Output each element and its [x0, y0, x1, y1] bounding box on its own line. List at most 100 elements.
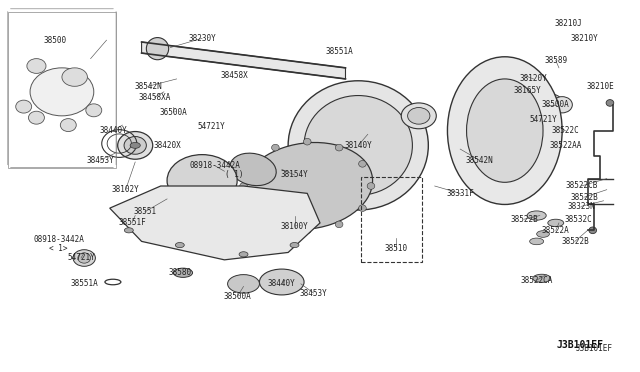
- Ellipse shape: [537, 231, 549, 237]
- Text: ( 1): ( 1): [225, 170, 243, 179]
- Ellipse shape: [401, 103, 436, 129]
- Polygon shape: [109, 186, 320, 260]
- Text: 38551F: 38551F: [118, 218, 146, 227]
- Ellipse shape: [303, 138, 311, 145]
- Ellipse shape: [493, 68, 529, 94]
- Text: 38154Y: 38154Y: [280, 170, 308, 179]
- Circle shape: [124, 228, 133, 233]
- Text: 38551A: 38551A: [70, 279, 98, 288]
- Text: 38551A: 38551A: [325, 47, 353, 56]
- Ellipse shape: [16, 100, 31, 113]
- Ellipse shape: [304, 96, 412, 195]
- Text: 38140Y: 38140Y: [344, 141, 372, 150]
- Text: 38458X: 38458X: [220, 71, 248, 80]
- Ellipse shape: [78, 253, 91, 263]
- Text: 38210Y: 38210Y: [571, 34, 598, 43]
- Text: 38120Y: 38120Y: [520, 74, 547, 83]
- Ellipse shape: [303, 227, 311, 234]
- Text: 38510: 38510: [385, 244, 408, 253]
- Ellipse shape: [511, 71, 537, 90]
- Ellipse shape: [30, 68, 94, 116]
- Ellipse shape: [552, 97, 572, 113]
- Ellipse shape: [242, 142, 372, 230]
- Text: 38100Y: 38100Y: [280, 222, 308, 231]
- Text: 38522C: 38522C: [552, 126, 579, 135]
- Text: 38420X: 38420X: [153, 141, 181, 150]
- Ellipse shape: [335, 144, 343, 151]
- Text: 38522B: 38522B: [510, 215, 538, 224]
- Text: 38440Y: 38440Y: [268, 279, 296, 288]
- Ellipse shape: [358, 205, 366, 211]
- Ellipse shape: [27, 59, 46, 73]
- Text: 38589: 38589: [544, 56, 567, 65]
- Ellipse shape: [118, 132, 153, 159]
- Text: 38210J: 38210J: [555, 19, 582, 28]
- Text: 08918-3442A: 08918-3442A: [33, 235, 84, 244]
- Text: 38210E: 38210E: [586, 82, 614, 91]
- Ellipse shape: [533, 274, 550, 282]
- Ellipse shape: [248, 205, 256, 211]
- Text: 54721Y: 54721Y: [198, 122, 225, 131]
- Polygon shape: [141, 42, 346, 79]
- Text: 38522A: 38522A: [542, 226, 570, 235]
- Ellipse shape: [271, 221, 279, 228]
- Ellipse shape: [73, 250, 95, 266]
- Text: 38458XA: 38458XA: [138, 93, 170, 102]
- Circle shape: [290, 243, 299, 248]
- Circle shape: [175, 243, 184, 248]
- Circle shape: [130, 142, 140, 148]
- Ellipse shape: [271, 144, 279, 151]
- Text: 38551: 38551: [133, 207, 156, 217]
- Ellipse shape: [467, 79, 543, 182]
- Ellipse shape: [248, 161, 256, 167]
- Text: 38522AA: 38522AA: [549, 141, 582, 150]
- Ellipse shape: [62, 68, 88, 86]
- Text: 38522CA: 38522CA: [520, 276, 553, 285]
- Text: 38580: 38580: [168, 268, 191, 277]
- Ellipse shape: [589, 227, 596, 234]
- Text: 54721Y: 54721Y: [67, 253, 95, 263]
- Text: 38522B: 38522B: [561, 237, 589, 246]
- Text: 38323N: 38323N: [568, 202, 595, 211]
- Ellipse shape: [167, 155, 237, 206]
- Ellipse shape: [527, 73, 546, 88]
- Ellipse shape: [548, 219, 564, 227]
- Text: 38440Y: 38440Y: [99, 126, 127, 135]
- Text: < 1>: < 1>: [49, 244, 68, 253]
- Text: J3B101EF: J3B101EF: [575, 344, 612, 353]
- Ellipse shape: [367, 183, 375, 189]
- Ellipse shape: [335, 221, 343, 228]
- Text: 38500: 38500: [44, 36, 67, 45]
- Text: 38102Y: 38102Y: [112, 185, 140, 194]
- Text: 38230Y: 38230Y: [188, 34, 216, 43]
- Text: 38331F: 38331F: [446, 189, 474, 198]
- Ellipse shape: [240, 183, 247, 189]
- Text: 38453Y: 38453Y: [86, 155, 114, 165]
- Circle shape: [239, 252, 248, 257]
- Ellipse shape: [408, 108, 430, 124]
- Ellipse shape: [527, 211, 546, 220]
- Text: 36500A: 36500A: [159, 108, 188, 117]
- Ellipse shape: [173, 268, 193, 278]
- Text: 38542N: 38542N: [134, 82, 162, 91]
- Ellipse shape: [230, 153, 276, 186]
- Text: 38500A: 38500A: [542, 100, 570, 109]
- Ellipse shape: [86, 104, 102, 117]
- Text: 54721Y: 54721Y: [529, 115, 557, 124]
- Bar: [362, 177, 422, 262]
- Text: 38532C: 38532C: [564, 215, 592, 224]
- Text: 38453Y: 38453Y: [300, 289, 328, 298]
- Text: 38500A: 38500A: [223, 292, 251, 301]
- Text: 38522CB: 38522CB: [565, 182, 598, 190]
- Text: 08918-3442A: 08918-3442A: [189, 161, 240, 170]
- Text: 38542N: 38542N: [465, 155, 493, 165]
- Ellipse shape: [60, 119, 76, 132]
- Ellipse shape: [535, 94, 564, 116]
- Ellipse shape: [28, 111, 44, 124]
- Ellipse shape: [124, 137, 147, 154]
- Ellipse shape: [358, 161, 366, 167]
- Text: 38522B: 38522B: [571, 193, 598, 202]
- Ellipse shape: [447, 57, 562, 205]
- Ellipse shape: [147, 38, 169, 60]
- Ellipse shape: [606, 100, 614, 106]
